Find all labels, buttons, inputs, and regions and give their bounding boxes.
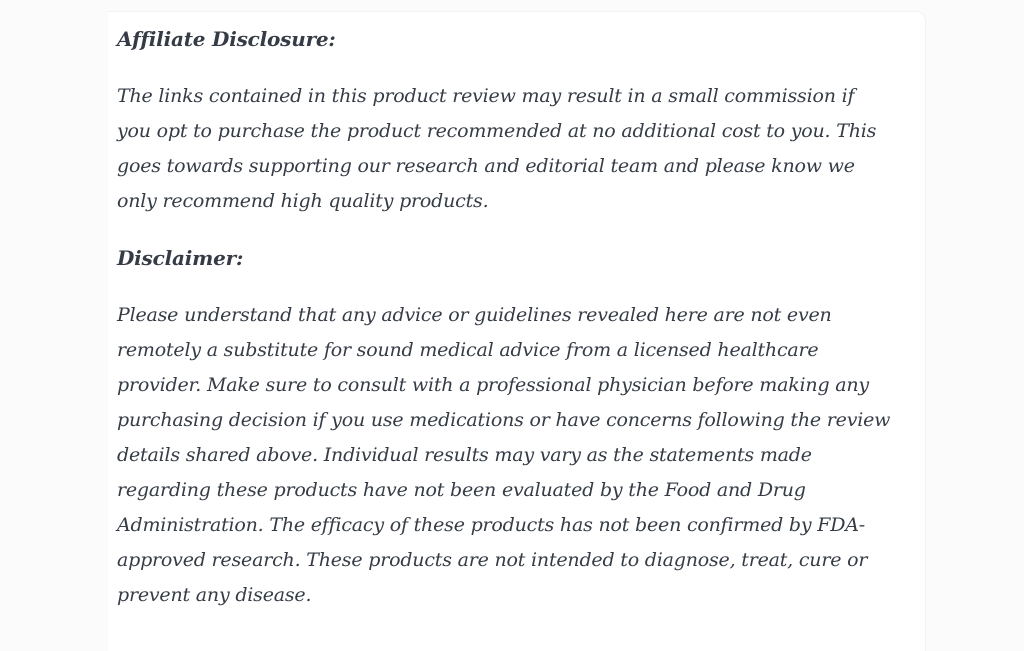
- disclaimer-heading: Disclaimer:: [117, 246, 244, 270]
- affiliate-disclosure-heading: Affiliate Disclosure:: [117, 27, 336, 51]
- article-content-card: Affiliate Disclosure: The links containe…: [108, 11, 926, 651]
- affiliate-disclosure-paragraph: The links contained in this product revi…: [117, 85, 877, 212]
- disclaimer-paragraph: Please understand that any advice or gui…: [117, 304, 891, 606]
